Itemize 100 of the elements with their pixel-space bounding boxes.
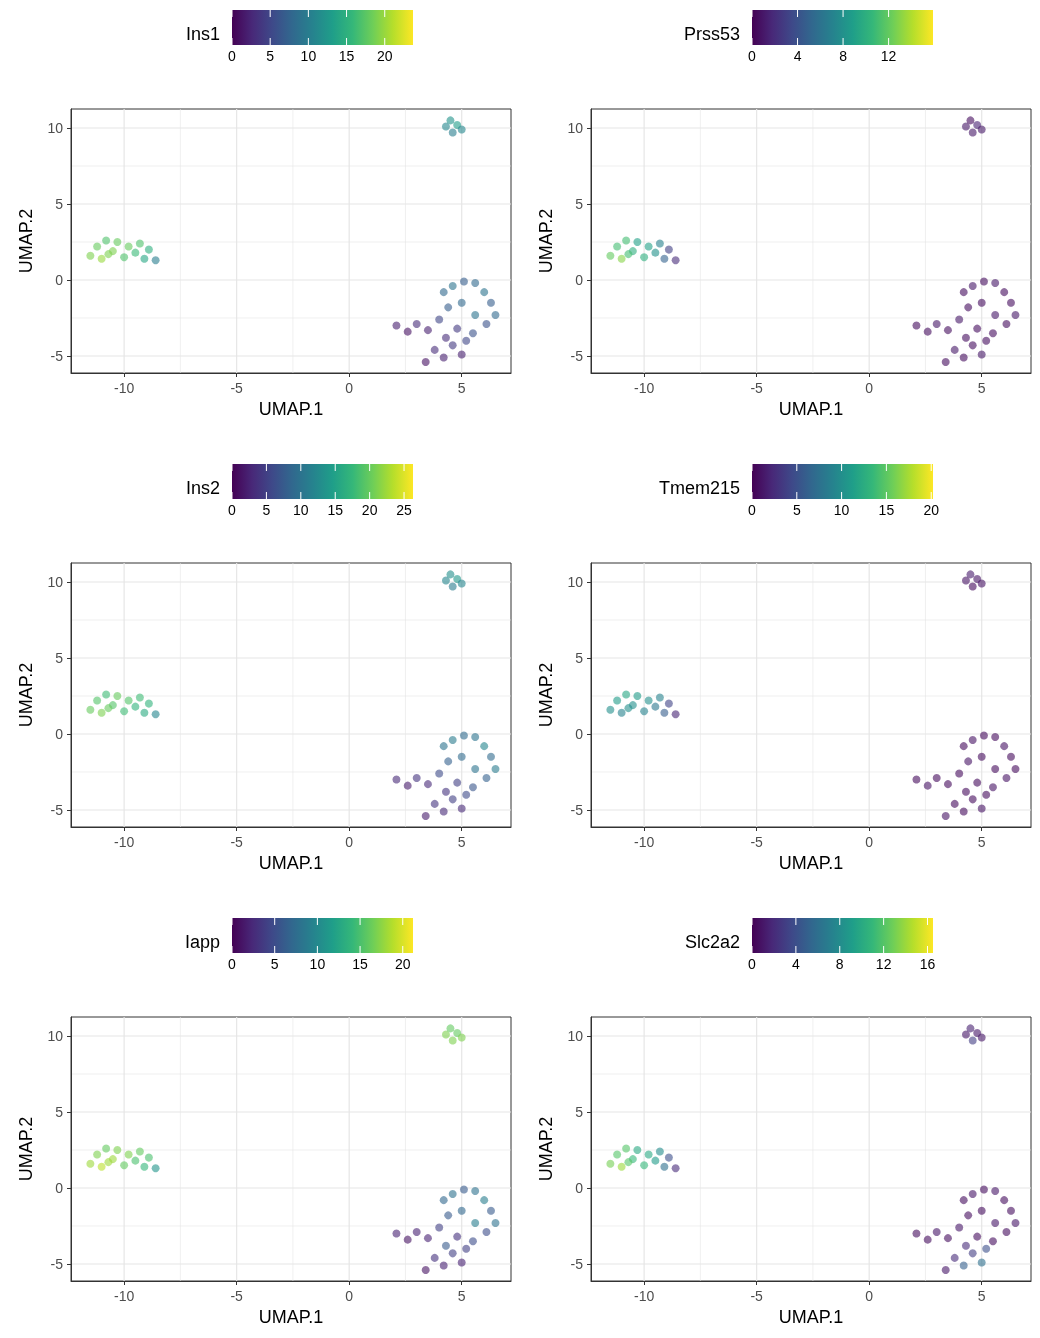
x-tick-label: 5: [977, 1288, 986, 1304]
point: [453, 324, 462, 333]
point: [459, 1185, 468, 1194]
color-bar-label: 5: [266, 48, 275, 64]
y-tick-label: -5: [50, 1255, 64, 1272]
point: [151, 1164, 160, 1173]
point: [423, 1234, 432, 1243]
point: [403, 1235, 412, 1244]
point: [622, 236, 631, 245]
point: [480, 288, 489, 297]
point: [131, 702, 140, 711]
point: [113, 691, 122, 700]
point: [977, 350, 986, 359]
point: [457, 1258, 466, 1267]
point: [97, 254, 106, 263]
point: [457, 804, 466, 813]
point: [135, 693, 144, 702]
color-bar-label: 15: [352, 956, 369, 972]
point: [1000, 288, 1009, 297]
point: [961, 1030, 970, 1039]
color-bar-label: 0: [228, 48, 237, 64]
x-tick-label: 5: [457, 1288, 466, 1304]
point: [86, 1159, 95, 1168]
point: [486, 298, 495, 307]
color-bar-label: 12: [875, 956, 892, 972]
point: [403, 781, 412, 790]
point: [140, 1162, 149, 1171]
point: [968, 341, 977, 350]
color-bar-title: Ins2: [185, 478, 220, 498]
point: [441, 122, 450, 131]
point: [446, 116, 455, 125]
x-tick-label: -5: [750, 834, 764, 850]
point: [471, 1187, 480, 1196]
point: [435, 769, 444, 778]
point: [97, 1162, 106, 1171]
x-axis-title: UMAP.1: [778, 1306, 844, 1327]
point: [1006, 752, 1015, 761]
point: [441, 333, 450, 342]
point: [988, 1237, 997, 1246]
point: [664, 699, 673, 708]
point: [982, 790, 991, 799]
point: [633, 691, 642, 700]
point: [968, 795, 977, 804]
point: [144, 245, 153, 254]
point: [1011, 764, 1020, 773]
point: [448, 128, 457, 137]
point: [124, 696, 133, 705]
color-bar-label: 10: [293, 502, 309, 518]
x-axis-title: UMAP.1: [258, 852, 324, 873]
x-tick-label: -10: [634, 1288, 655, 1304]
y-tick-label: -5: [570, 347, 584, 364]
point: [991, 733, 1000, 742]
point: [459, 277, 468, 286]
point: [102, 690, 111, 699]
x-tick-label: 0: [345, 1288, 354, 1304]
point: [966, 116, 975, 125]
y-tick-label: 10: [47, 1028, 64, 1044]
point: [982, 336, 991, 345]
point: [144, 1153, 153, 1162]
y-tick-label: 5: [575, 649, 584, 666]
point: [613, 242, 622, 251]
point: [624, 1158, 633, 1167]
point: [950, 799, 959, 808]
point: [991, 310, 1000, 319]
y-tick-label: 5: [55, 195, 64, 212]
point: [943, 1234, 952, 1243]
point: [640, 707, 649, 716]
point: [462, 336, 471, 345]
point: [961, 787, 970, 796]
y-tick-label: 5: [575, 1103, 584, 1120]
point: [441, 576, 450, 585]
point: [471, 764, 480, 773]
x-axis-title: UMAP.1: [258, 398, 324, 419]
point: [457, 125, 466, 134]
x-tick-label: 0: [865, 380, 874, 396]
point: [950, 345, 959, 354]
point: [102, 1144, 111, 1153]
point: [991, 279, 1000, 288]
point: [979, 277, 988, 286]
point: [471, 733, 480, 742]
y-tick-label: -5: [50, 801, 64, 818]
point: [421, 812, 430, 821]
point: [135, 1147, 144, 1156]
color-bar-label: 0: [748, 502, 757, 518]
point: [977, 804, 986, 813]
point: [104, 704, 113, 713]
color-bar-label: 15: [878, 502, 895, 518]
point: [977, 1258, 986, 1267]
color-bar-title: Slc2a2: [684, 932, 740, 952]
x-tick-label: 0: [345, 380, 354, 396]
point: [979, 731, 988, 740]
point: [651, 248, 660, 257]
point: [977, 1033, 986, 1042]
y-tick-label: 5: [575, 195, 584, 212]
x-tick-label: 0: [865, 1288, 874, 1304]
point: [660, 708, 669, 717]
point: [660, 1162, 669, 1171]
point: [439, 807, 448, 816]
point: [457, 1206, 466, 1215]
point: [968, 128, 977, 137]
